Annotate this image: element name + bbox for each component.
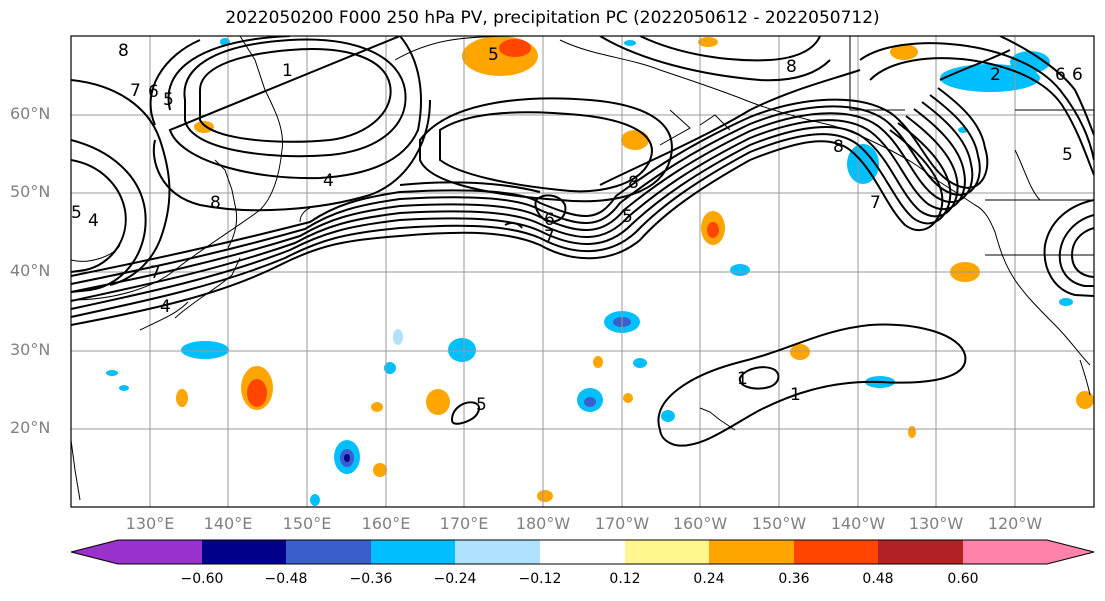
lon-label: 160°E [361, 514, 411, 533]
lon-label: 150°E [282, 514, 332, 533]
map-title: 2022050200 F000 250 hPa PV, precipitatio… [225, 8, 880, 28]
contour-label: 1 [790, 385, 801, 405]
contour-label: 7 [544, 227, 555, 247]
contour-label: 5 [488, 45, 499, 65]
lon-label: 140°W [830, 514, 886, 533]
colorbar-over-extension [1047, 540, 1094, 564]
contour-label: 7 [870, 193, 881, 213]
lat-label: 60°N [10, 104, 51, 123]
colorbar-box [878, 540, 964, 564]
lon-label: 130°W [908, 514, 964, 533]
colorbar-tick-label: −0.60 [180, 571, 224, 587]
contour-label: 6 [148, 82, 159, 102]
colorbar-box [118, 540, 203, 564]
lon-label: 120°W [987, 514, 1043, 533]
contour-label: 5 [476, 395, 487, 415]
contour-label: 6 [544, 210, 555, 230]
colorbar [70, 539, 1095, 565]
colorbar-box [202, 540, 287, 564]
colorbar-tick-label: 0.36 [778, 571, 810, 587]
contour-label: 6 [1072, 65, 1083, 85]
lon-label: 170°W [594, 514, 650, 533]
colorbar-tick-label: −0.48 [264, 571, 308, 587]
colorbar-tick-label: 0.24 [693, 571, 725, 587]
colorbar-box [709, 540, 795, 564]
contour-label: 5 [1062, 145, 1073, 165]
contour-label: 1 [282, 61, 293, 81]
contour-label: 5 [622, 207, 633, 227]
coastlines [71, 36, 1094, 501]
contour-label: 5 [163, 90, 174, 110]
lat-label: 50°N [10, 182, 51, 201]
lat-label: 40°N [10, 261, 51, 280]
lon-label: 140°E [203, 514, 253, 533]
contour-label: 8 [210, 193, 221, 213]
colorbar-box [540, 540, 626, 564]
colorbar-box [963, 540, 1048, 564]
colorbar-box [794, 540, 879, 564]
lon-label: 160°W [672, 514, 728, 533]
contour-label: 4 [160, 297, 171, 317]
contour-label: 8 [628, 173, 639, 193]
contour-label: 7 [130, 81, 141, 101]
contour-label: 8 [833, 137, 844, 157]
colorbar-tick-label: −0.24 [433, 571, 477, 587]
map-frame [70, 35, 1095, 508]
contour-label: 8 [118, 41, 129, 61]
lat-lon-grid [71, 36, 1094, 507]
contour-label: 4 [323, 171, 334, 191]
colorbar-tick-label: 0.12 [609, 571, 641, 587]
lon-label: 170°E [439, 514, 489, 533]
colorbar-box [625, 540, 710, 564]
colorbar-tick-label: −0.12 [518, 571, 562, 587]
lat-label: 30°N [10, 340, 51, 359]
colorbar-box [371, 540, 456, 564]
colorbar-tick-label: −0.36 [349, 571, 393, 587]
contour-label: 5 [71, 203, 82, 223]
contour-labels: 8 7 6 5 1 4 5 8 4 7 4 5 6 7 5 8 8 2 7 1 … [71, 41, 1083, 415]
contour-label: 1 [737, 369, 748, 389]
pv-contours [71, 36, 1094, 447]
contour-label: 2 [990, 65, 1001, 85]
contour-label: 4 [88, 211, 99, 231]
lat-label: 20°N [10, 418, 51, 437]
colorbar-tick-label: 0.60 [947, 571, 979, 587]
colorbar-under-extension [71, 540, 118, 564]
colorbar-tick-label: 0.48 [862, 571, 894, 587]
colorbar-box [286, 540, 372, 564]
contour-label: 8 [786, 57, 797, 77]
lon-label: 180°W [515, 514, 571, 533]
lon-label: 150°W [751, 514, 807, 533]
lon-label: 130°E [125, 514, 175, 533]
contour-label: 6 [1055, 65, 1066, 85]
precip-patches [106, 36, 1094, 506]
colorbar-boxes [118, 540, 1048, 564]
contour-label: 7 [150, 263, 161, 283]
colorbar-box [455, 540, 541, 564]
